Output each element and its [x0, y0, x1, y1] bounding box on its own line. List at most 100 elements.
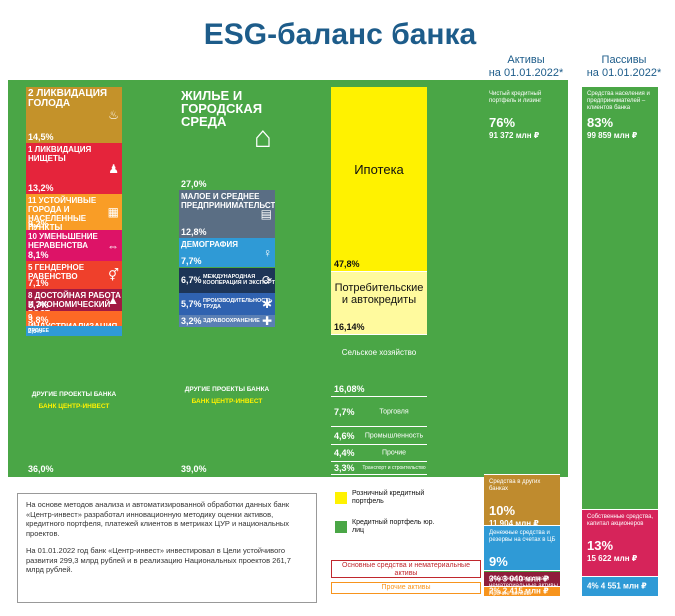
assets-column-amount: 11 904 млн ₽ — [489, 518, 539, 526]
sdg-column-segment: 10 Уменьшение неравенства ⇔ 8,1% — [26, 229, 122, 262]
liabilities-column-amount: 15 622 млн ₽ — [587, 554, 638, 564]
loan-category-label: Ипотека — [354, 162, 404, 178]
assets-header-line1: Активы — [507, 54, 545, 66]
bowl-icon: ♨ — [108, 108, 119, 123]
national-projects-column: Жилье и городская среда ⌂ 27,0% Малое и сре… — [179, 87, 275, 475]
assets-column-label: Прочие активы — [489, 590, 531, 597]
assets-column-label: Денежные средства и резервы на счетах в … — [489, 529, 556, 543]
loan-value-label: 7,7% — [334, 406, 355, 417]
sdg-column: 2 Ликвидация голода ♨ 14,5% 1 Ликвидация ни… — [26, 87, 122, 475]
house-icon: ⌂ — [253, 121, 272, 155]
np-value-label: 7,7% — [181, 256, 202, 267]
note-paragraph-2: На 01.01.2022 год банк «Центр-инвест» ин… — [26, 546, 291, 574]
sdg-goal-label: 2 Ликвидация голода — [28, 88, 108, 109]
legend-retail-label: Розничный кредитный портфель — [352, 490, 425, 505]
sdg-footer-text: ДРУГИЕ ПРОЕКТЫ БАНКА — [31, 391, 117, 399]
sdg-goal-label: 10 Уменьшение неравенства — [28, 231, 98, 250]
page-title: ESG-баланс банка — [203, 18, 477, 51]
loan-category-label: Транспорт и строительство — [362, 465, 426, 472]
np-project-label: Демография — [181, 240, 238, 250]
np-value-label: 3,2% — [181, 315, 202, 326]
assets-header: Активы на 01.01.2022* — [478, 54, 574, 80]
sdg-goal-label: 11 Устойчивые города и населенные пункты — [28, 196, 97, 230]
assets-column-label: Основные средства и нематериальные актив… — [489, 575, 558, 587]
demography-icon: ♀ — [263, 245, 272, 260]
np-value-label: 6,7% — [181, 275, 202, 286]
loan-portfolio-column-segment: Транспорт и строительство 3,3% — [331, 462, 427, 475]
loan-category-label: Прочие — [381, 449, 407, 457]
assets-column-pct: 10% — [489, 502, 516, 518]
sdg-column-segment: ДРУГИЕ ПРОЕКТЫ БАНКА БАНК ЦЕНТР-ИНВЕСТ 36,… — [26, 335, 122, 475]
equality-icon: ⇔ — [107, 238, 119, 253]
loan-value-label: 16,14% — [334, 322, 365, 333]
loan-value-label: 4,6% — [334, 430, 355, 441]
loan-value-label: 16,08% — [334, 384, 365, 395]
assets-column-pct: 2% 2 415 млн ₽ — [489, 586, 549, 596]
np-project-label: Жилье и городская среда — [181, 88, 263, 129]
sdg-value-label: 8,1% — [28, 250, 49, 261]
sdg-value-label: 36,0% — [28, 463, 54, 474]
loan-portfolio-column-segment: Ипотека 47,8% — [331, 87, 427, 273]
liabilities-header: Пассивы на 01.01.2022* — [576, 54, 672, 80]
np-project-label: Здравоохранение — [203, 317, 260, 324]
assets-header-line2: на 01.01.2022* — [488, 67, 564, 79]
assets-column-pct: 3% 3 040 млн ₽ — [489, 574, 549, 584]
assets-column-pct: 9% — [489, 553, 508, 569]
liabilities-column-label: Средства населения и предпринимателей – … — [587, 91, 650, 111]
sdg-column-segment: 8 Достойная работа и экономический рост▲… — [26, 288, 122, 311]
bank-logo: БАНК ЦЕНТР-ИНВЕСТ — [191, 398, 263, 406]
sdg-value-label: 14,5% — [28, 132, 54, 143]
assets-column-segment: Денежные средства и резервы на счетах в … — [484, 525, 560, 572]
loan-category-label: Сельское хозяйство — [341, 348, 417, 358]
loan-portfolio-column-segment: Прочие 4,4% — [331, 445, 427, 463]
national-projects-column-segment: Международная кооперация и экспорт ⟳ 6,7% — [179, 267, 275, 293]
sdg-goal-label: 9 Индустриализация, инновации и инфрастр… — [28, 312, 119, 326]
assets-column-label: Чистый кредитный портфель и лизинг — [489, 91, 542, 104]
sdg-value-label: 2,6% — [28, 328, 42, 335]
sdg-goal-label: 1 Ликвидация нищеты — [28, 145, 92, 164]
loan-portfolio-column-segment: Торговля 7,7% — [331, 397, 427, 428]
bank-logo: БАНК ЦЕНТР-ИНВЕСТ — [38, 403, 110, 411]
family-icon: ♟ — [108, 161, 119, 176]
sdg-column-segment: 5 Гендерное равенство ⚥ 7,1% — [26, 261, 122, 289]
productivity-icon: ✱ — [261, 296, 272, 311]
national-projects-column-segment: ДРУГИЕ ПРОЕКТЫ БАНКА БАНК ЦЕНТР-ИНВЕСТ 39,… — [179, 326, 275, 475]
np-project-label: Малое и среднее предпринимательство — [181, 191, 275, 210]
assets-column-segment: Основные средства и нематериальные актив… — [484, 571, 560, 587]
assets-column-amount: 91 372 млн ₽ — [489, 131, 540, 140]
liabilities-column: Средства населения и предпринимателей – … — [582, 87, 658, 597]
legend-corporate-label: Кредитный портфель юр. лиц — [352, 519, 435, 534]
sdg-column-segment: 1 Ликвидация нищеты ♟ 13,2% — [26, 143, 122, 195]
sdg-column-segment: 11 Устойчивые города и населенные пункты… — [26, 194, 122, 230]
liabilities-column-pct: 13% — [587, 538, 614, 554]
liabilities-column-pct: 83% — [587, 115, 614, 130]
export-icon: ⟳ — [261, 273, 272, 288]
loan-portfolio-column-segment: Потребительские и автокредиты 16,14% — [331, 272, 427, 336]
np-project-label: Производительность труда — [203, 297, 273, 310]
legend-fixed-assets: Основные средства и нематериальные актив… — [331, 560, 481, 578]
loan-portfolio-column: Ипотека 47,8% Потребительские и автокредит… — [331, 87, 427, 475]
loan-portfolio-column-segment: Промышленность 4,6% — [331, 427, 427, 446]
national-projects-column-segment: Жилье и городская среда ⌂ 27,0% — [179, 87, 275, 190]
assets-column-pct: 76% — [489, 115, 516, 130]
national-projects-column-segment: Здравоохранение ✚ 3,2% — [179, 314, 275, 327]
np-value-label: 12,8% — [181, 227, 207, 238]
np-footer-text: ДРУГИЕ ПРОЕКТЫ БАНКА — [184, 386, 270, 394]
legend-other-assets: Прочие активы — [331, 582, 481, 594]
legend-corporate-swatch — [335, 521, 347, 533]
assets-column-segment: Средства в других банках 10% 11 904 млн ₽ — [484, 474, 560, 526]
assets-column-amount: 11 300 млн ₽ — [489, 570, 539, 571]
np-value-label: 39,0% — [181, 463, 207, 474]
gender-icon: ⚥ — [108, 267, 119, 282]
growth-icon: ▲ — [107, 292, 119, 307]
sdg-goal-label: 5 Гендерное равенство — [28, 263, 85, 282]
national-projects-column-segment: Демография ♀ 7,7% — [179, 238, 275, 268]
loan-value-label: 47,8% — [334, 259, 360, 270]
sdg-column-segment: Прочее 2,6% — [26, 325, 122, 336]
np-value-label: 5,7% — [181, 298, 202, 309]
liabilities-column-pct: 4% 4 551 млн ₽ — [587, 581, 647, 591]
liabilities-column-segment: Средства населения и предпринимателей – … — [582, 87, 658, 511]
liabilities-column-label: Собственные средства, капитал акционеров — [587, 514, 654, 528]
liabilities-column-segment: Собственные средства, капитал акционеров… — [582, 510, 658, 577]
assets-column-segment: Чистый кредитный портфель и лизинг 76% 91 … — [484, 87, 560, 475]
